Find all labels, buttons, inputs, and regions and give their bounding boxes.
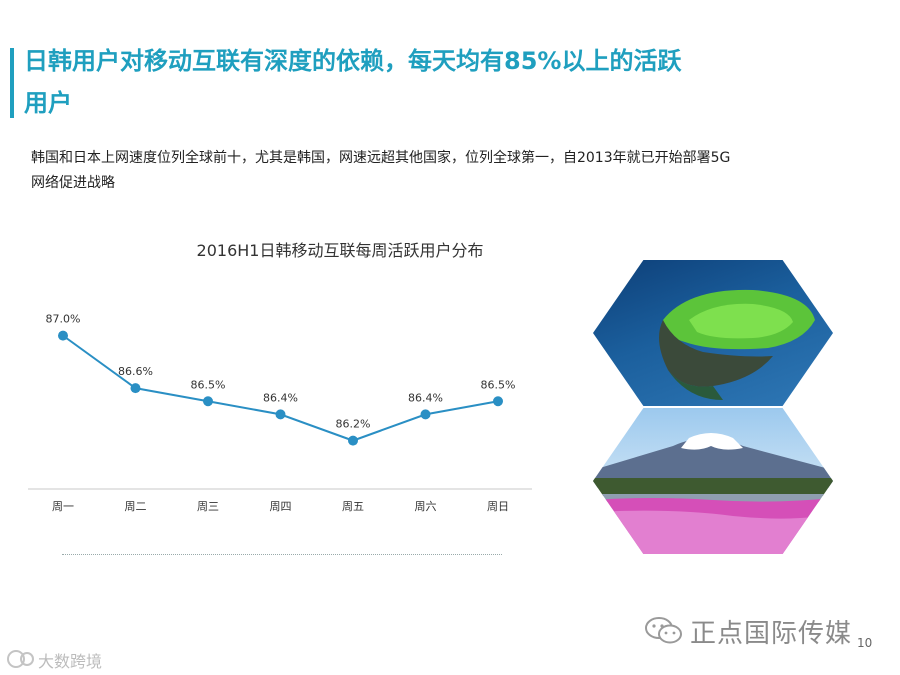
- x-tick-label-4: 周四: [270, 500, 292, 513]
- data-point-3: [203, 396, 213, 407]
- series-line: [62, 334, 499, 442]
- x-tick-label-3: 周三: [197, 500, 219, 513]
- title-accent-bar: [10, 48, 14, 118]
- data-point-6: [420, 409, 431, 420]
- wechat-icon: [645, 617, 682, 644]
- x-tick-label-6: 周六: [415, 500, 437, 513]
- data-point-2: [130, 383, 141, 394]
- data-point-1: [58, 330, 68, 341]
- data-label-3: 86.5%: [191, 378, 226, 391]
- brand-mark-icon: [7, 650, 34, 668]
- data-label-4: 86.4%: [263, 391, 298, 404]
- data-point-5: [348, 435, 358, 446]
- data-label-7: 86.5%: [481, 378, 516, 391]
- data-label-6: 86.4%: [408, 391, 443, 404]
- divider-dotted-line: [62, 554, 502, 555]
- page-subtitle: 韩国和日本上网速度位列全球前十，尤其是韩国，网速远超其他国家，位列全球第一，自2…: [31, 150, 731, 191]
- mount-fuji-pink-flowers-photo: [593, 408, 833, 554]
- crater-island-photo: [593, 260, 833, 406]
- data-label-2: 86.6%: [118, 365, 153, 378]
- x-tick-label-5: 周五: [342, 500, 364, 513]
- data-label-1: 87.0%: [46, 313, 81, 326]
- x-tick-label-1: 周一: [52, 500, 74, 513]
- x-tick-label-2: 周二: [125, 500, 147, 513]
- footer-logo-text: 正点国际传媒: [690, 618, 853, 649]
- watermark-text: 大数跨境: [38, 652, 103, 671]
- chart-title: 2016H1日韩移动互联每周活跃用户分布: [196, 241, 484, 260]
- data-point-7: [493, 396, 503, 407]
- x-tick-label-7: 周日: [487, 500, 509, 513]
- footer-logo: 正点国际传媒: [644, 614, 853, 649]
- data-label-5: 86.2%: [336, 418, 371, 431]
- page-number: 10: [857, 636, 873, 650]
- data-point-4: [275, 409, 286, 420]
- page-title: 日韩用户对移动互联有深度的依赖，每天均有85%以上的活跃用户: [24, 47, 682, 117]
